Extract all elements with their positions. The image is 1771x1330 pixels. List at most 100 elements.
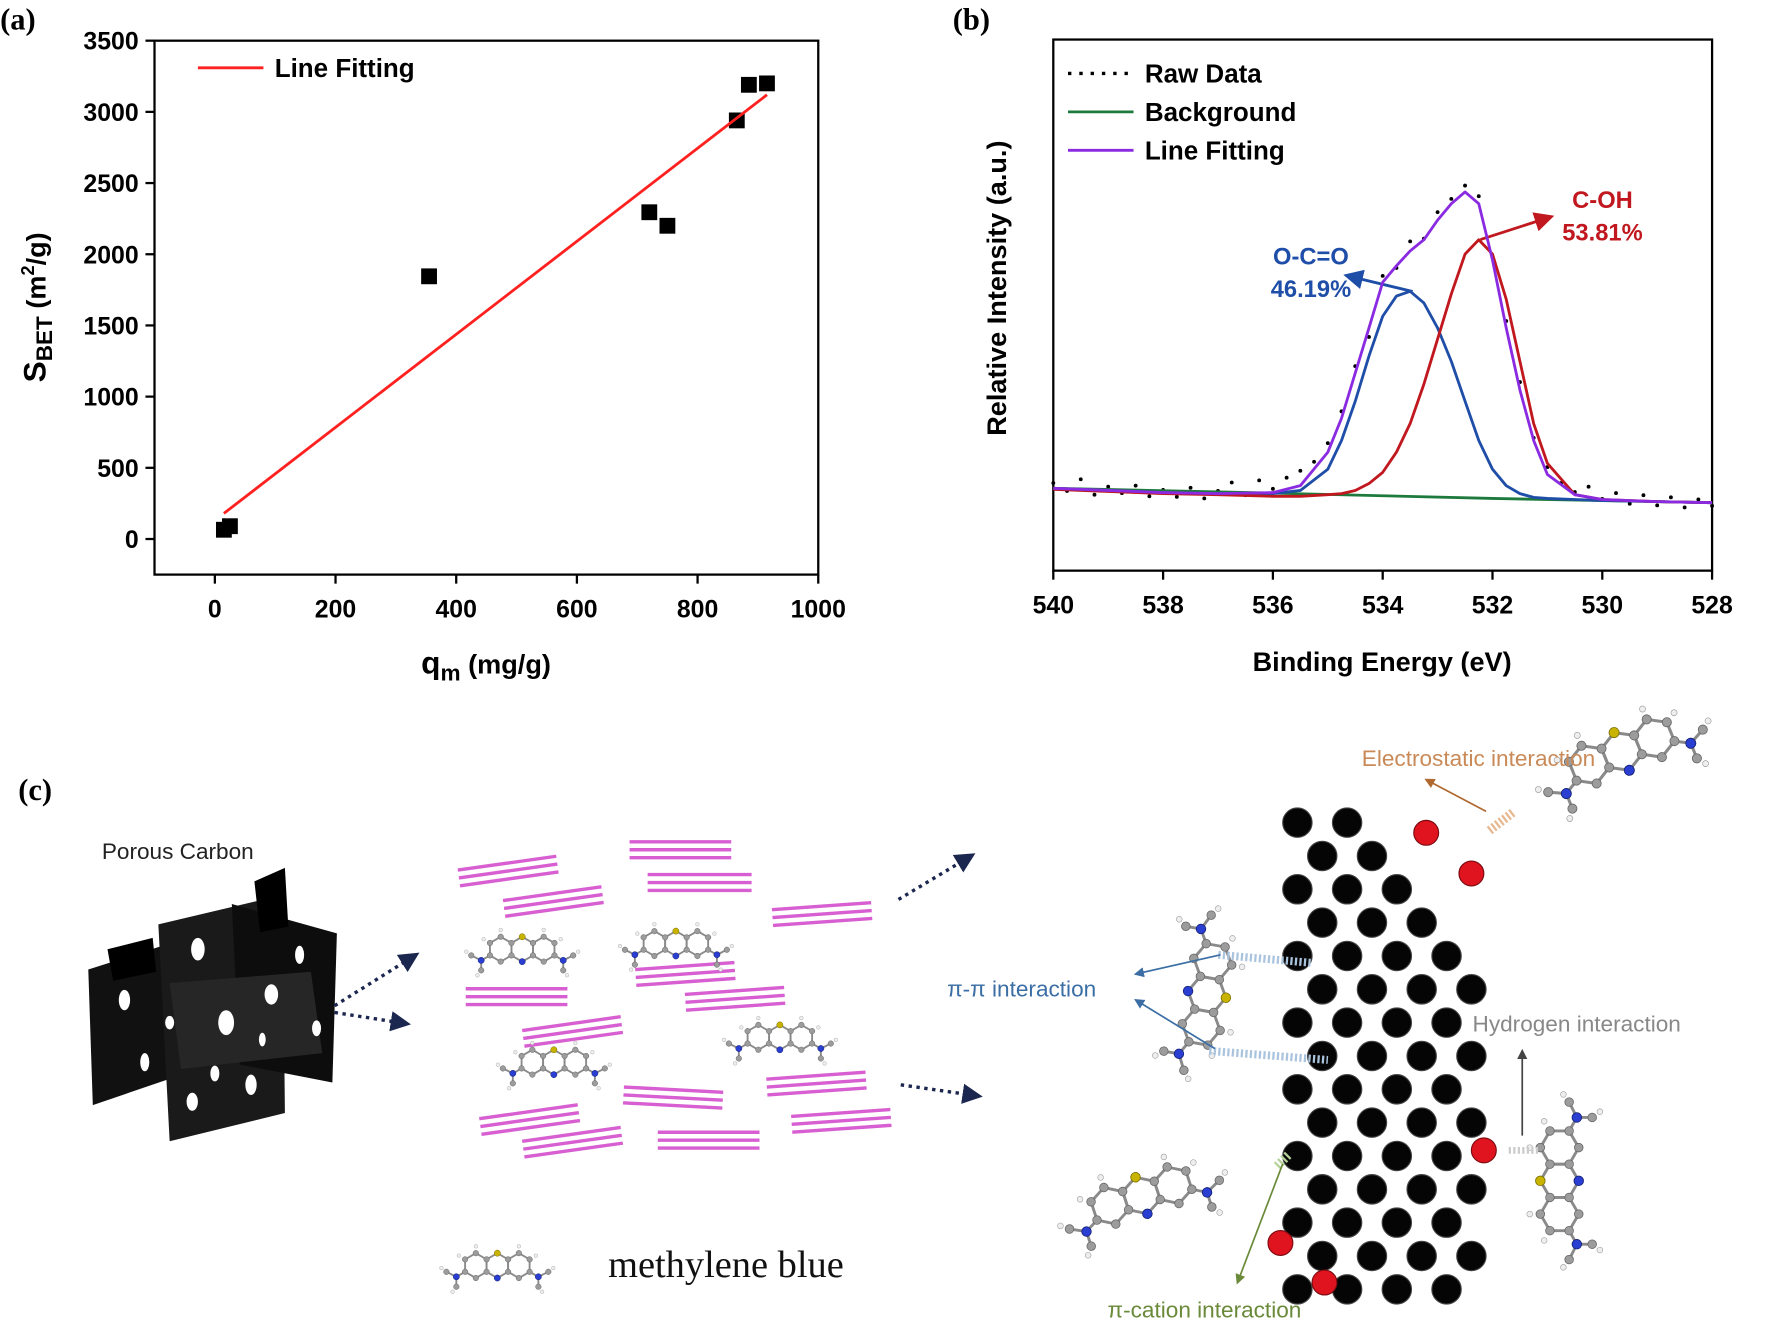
- raw-data-point: [1325, 441, 1330, 446]
- y-tick-label: 1000: [83, 385, 138, 412]
- arrow: [1133, 954, 1221, 978]
- y-tick-label: 0: [125, 527, 139, 554]
- panel-label: (b): [953, 2, 990, 36]
- carbon-atom: [1456, 1174, 1487, 1205]
- carbon-atom: [1306, 1174, 1338, 1205]
- raw-data-point: [1463, 183, 1467, 188]
- carbon-atom: [1431, 1074, 1462, 1105]
- carbon-atom: [1331, 1140, 1363, 1172]
- x-tick-label: 532: [1472, 593, 1513, 620]
- x-tick-label: 528: [1691, 593, 1733, 620]
- interaction-band: [1486, 807, 1518, 835]
- raw-data-point: [1435, 210, 1440, 215]
- label: Porous Carbon: [102, 839, 254, 864]
- x-tick-label: 534: [1362, 593, 1404, 620]
- x-tick-label: 600: [556, 597, 597, 624]
- carbon-atom: [1306, 840, 1338, 872]
- raw-data-point: [1174, 494, 1179, 499]
- carbon-atom: [1282, 874, 1313, 905]
- carbon-atom: [1406, 1040, 1437, 1072]
- carbon-atom: [1381, 940, 1413, 972]
- raw-data-point: [1408, 239, 1413, 244]
- porous-carbon: [88, 867, 337, 1142]
- y-axis-label: SBET (m2/g): [16, 232, 57, 382]
- carbon-atom: [1306, 974, 1338, 1005]
- carbon-atom: [1381, 874, 1413, 905]
- raw-data-point: [1627, 501, 1632, 506]
- x-tick-label: 400: [435, 597, 476, 624]
- legend-label: Raw Data: [1145, 58, 1262, 88]
- x-tick-label: 530: [1582, 593, 1623, 620]
- raw-data-point: [1682, 505, 1687, 510]
- y-tick-label: 2000: [83, 242, 138, 269]
- legend-label: Line Fitting: [275, 53, 415, 83]
- raw-data-point: [1449, 196, 1454, 201]
- data-point: [421, 268, 437, 285]
- label: π-π interaction: [947, 977, 1096, 1002]
- plot-frame: [153, 39, 820, 576]
- carbon-atom: [1406, 974, 1437, 1005]
- raw-data-point: [1668, 495, 1673, 500]
- carbon-atom: [1406, 1240, 1437, 1272]
- raw-data-point: [1586, 484, 1591, 489]
- carbon-atom: [1381, 1074, 1413, 1105]
- raw-data-point: [1106, 484, 1111, 489]
- x-tick-label: 200: [315, 597, 356, 624]
- carbon-atom: [1306, 1107, 1338, 1138]
- carbon-atom: [1356, 974, 1388, 1005]
- carbon-atom: [1331, 807, 1363, 838]
- series-line: [1053, 238, 1713, 505]
- arrow: [1134, 998, 1216, 1050]
- x-axis-label: qm (mg/g): [421, 644, 551, 685]
- graphene-sheet: [1282, 807, 1487, 1305]
- x-tick-label: 540: [1033, 593, 1074, 620]
- y-tick-label: 1500: [83, 313, 138, 340]
- raw-data-point: [1092, 492, 1097, 497]
- raw-data-point: [1380, 273, 1385, 278]
- carbon-atom: [1456, 1040, 1487, 1072]
- carbon-atom: [1356, 1240, 1388, 1272]
- raw-data-point: [1133, 483, 1138, 488]
- data-point: [759, 75, 775, 92]
- arrow: [1424, 778, 1487, 813]
- carbon-atom: [1331, 1007, 1363, 1038]
- raw-data-point: [1710, 503, 1715, 508]
- y-tick-label: 3000: [83, 100, 138, 127]
- carbon-atom: [1282, 807, 1313, 838]
- carbon-atom: [1331, 874, 1363, 905]
- raw-data-point: [1476, 194, 1481, 199]
- arrow: [900, 1083, 983, 1104]
- molecule: [617, 921, 735, 973]
- carbon-atom: [1306, 1240, 1338, 1272]
- raw-data-point: [1202, 496, 1207, 501]
- carbon-atom: [1431, 940, 1462, 972]
- annotation-arrow: [1343, 269, 1413, 293]
- molecule: [438, 1243, 557, 1295]
- carbon-atom: [1381, 1140, 1413, 1172]
- carbon-atom: [1331, 1207, 1363, 1238]
- molecule: [721, 1015, 839, 1067]
- raw-data-point: [1367, 335, 1371, 339]
- carbon-atom: [1331, 940, 1363, 972]
- raw-data-point: [1051, 481, 1056, 485]
- raw-data-point: [1229, 480, 1234, 485]
- arrow: [1235, 1163, 1284, 1285]
- arrow: [333, 952, 420, 1008]
- carbon-atom: [1331, 1074, 1363, 1105]
- raw-data-point: [1257, 478, 1262, 483]
- legend-label: methylene blue: [608, 1244, 844, 1286]
- raw-data-point: [1284, 475, 1289, 480]
- carbon-atom: [1431, 1007, 1462, 1038]
- graphene-layers: [457, 840, 892, 1159]
- molecule: [463, 927, 581, 979]
- molecule: [1044, 1135, 1242, 1266]
- data-point: [740, 76, 757, 93]
- carbon-atom: [1456, 974, 1487, 1005]
- x-tick-label: 536: [1252, 593, 1293, 620]
- x-tick-label: 538: [1142, 593, 1184, 620]
- raw-data-point: [1655, 503, 1660, 508]
- raw-data-point: [1696, 497, 1701, 502]
- y-tick-label: 3500: [83, 29, 138, 56]
- carbon-atom: [1356, 1174, 1388, 1205]
